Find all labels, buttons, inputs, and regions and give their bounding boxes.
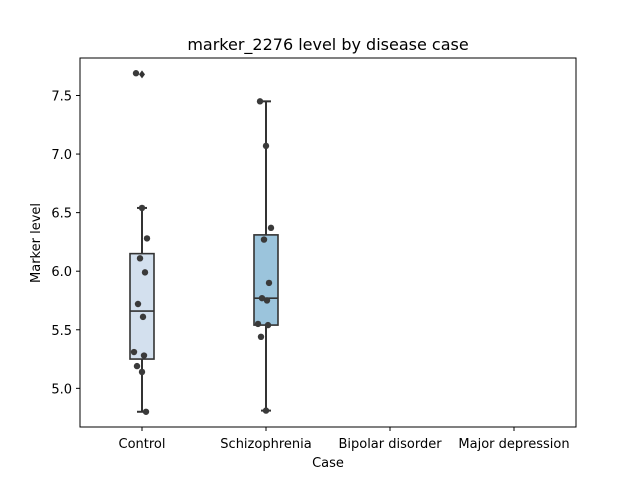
y-tick-label: 6.5: [51, 207, 72, 222]
x-axis-title: Case: [312, 456, 344, 471]
data-point: [263, 297, 271, 304]
data-point: [264, 321, 272, 329]
data-point: [136, 255, 144, 262]
data-point: [138, 368, 146, 376]
data-point: [257, 333, 265, 340]
data-point: [133, 362, 141, 370]
box-iqr: [129, 252, 155, 360]
y-axis: 5.0 5.5 6.0 6.5 7.0 7.5: [51, 89, 80, 397]
box-group: [129, 70, 279, 413]
data-point: [267, 224, 275, 232]
data-point: [260, 236, 268, 243]
data-point: [262, 142, 270, 150]
data-point: [141, 269, 149, 276]
data-point: [132, 70, 140, 77]
data-point: [134, 300, 142, 308]
data-point: [265, 279, 273, 287]
y-tick-label: 7.0: [51, 148, 72, 163]
plot-area: [79, 57, 577, 428]
y-tick-label: 6.0: [51, 265, 72, 280]
y-tick-label: 5.5: [51, 324, 72, 339]
x-tick-label: Control: [119, 437, 166, 452]
data-point: [254, 320, 262, 328]
data-point: [130, 348, 138, 356]
data-point: [139, 313, 147, 321]
data-point: [142, 408, 150, 415]
outlier-marker: [139, 70, 145, 79]
data-point: [143, 235, 151, 242]
data-point: [258, 294, 266, 302]
y-tick-label: 5.0: [51, 382, 72, 397]
point-group: [130, 70, 275, 415]
data-point: [138, 204, 146, 212]
box-iqr: [253, 234, 279, 326]
data-point: [262, 407, 270, 414]
data-point: [140, 352, 148, 359]
y-tick-label: 7.5: [51, 89, 72, 104]
x-axis: Control Schizophrenia Bipolar disorder Majo…: [119, 427, 570, 452]
x-tick-label: Schizophrenia: [220, 437, 311, 452]
data-point: [256, 98, 264, 105]
x-tick-label: Bipolar disorder: [338, 437, 442, 452]
x-tick-label: Major depression: [458, 437, 569, 452]
chart-title: marker_2276 level by disease case: [187, 35, 468, 55]
y-axis-title: Marker level: [29, 203, 44, 283]
